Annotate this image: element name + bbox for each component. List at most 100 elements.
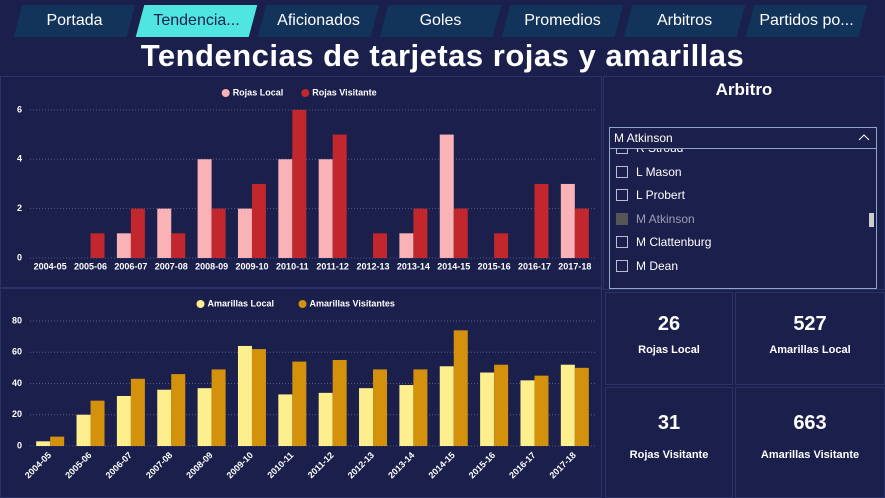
tab-label: Promedios [524, 12, 601, 29]
bar [157, 208, 172, 258]
tab[interactable]: Arbitros [623, 5, 746, 37]
legend-marker [196, 300, 205, 308]
tab[interactable]: Aficionados [257, 5, 380, 37]
x-tick-label: 2010-11 [265, 450, 295, 480]
bar [130, 208, 145, 258]
x-tick-label: 2014-15 [426, 450, 456, 480]
bar [534, 183, 549, 258]
kpi-label: Amarillas Local [769, 344, 851, 357]
bar [237, 345, 252, 446]
y-tick-label: 80 [12, 315, 22, 325]
bar [480, 372, 495, 446]
checkbox[interactable] [616, 259, 628, 272]
bar [130, 378, 145, 446]
bar [399, 385, 414, 446]
kpi-value: 31 [657, 412, 681, 435]
tab-label: Arbitros [656, 12, 713, 29]
bar [560, 364, 575, 446]
slicer-item[interactable]: L Probert [616, 184, 685, 208]
bar [278, 394, 293, 446]
tab-label: Aficionados [277, 12, 360, 29]
legend-marker [301, 89, 310, 97]
slicer-item[interactable]: M Dean [616, 255, 678, 279]
x-tick-label: 2008-09 [195, 261, 228, 271]
legend-marker [221, 89, 230, 97]
bar [292, 109, 307, 258]
checkbox[interactable] [616, 236, 628, 248]
bar [292, 361, 307, 446]
bar [439, 366, 454, 446]
checkbox[interactable] [616, 189, 628, 201]
x-tick-label: 2009-10 [225, 450, 255, 480]
tab[interactable]: Partidos po... [745, 5, 868, 37]
x-tick-label: 2007-08 [155, 261, 188, 271]
bar [116, 233, 131, 258]
bar [332, 134, 347, 258]
slicer-item[interactable]: R Stroud [616, 149, 683, 161]
x-tick-label: 2012-13 [357, 261, 390, 271]
bar [318, 392, 333, 446]
legend-label: Rojas Visitante [312, 87, 376, 97]
x-tick-label: 2005-06 [63, 450, 93, 480]
x-tick-label: 2013-14 [386, 450, 416, 480]
bar [211, 369, 226, 446]
chevron [858, 134, 870, 141]
slicer-item[interactable]: M Clattenburg [616, 231, 711, 255]
y-tick-label: 2 [17, 203, 22, 213]
bar [574, 208, 589, 258]
checkbox[interactable] [616, 212, 628, 225]
kpi-value: 26 [657, 313, 681, 336]
slicer-list: R Stroud L Mason L Probert M Atkinson M Clat… [609, 149, 877, 289]
x-tick-label: 2006-07 [114, 261, 147, 271]
x-tick-label: 2007-08 [144, 450, 174, 480]
bar [413, 369, 428, 446]
x-tick-label: 2015-16 [478, 261, 511, 271]
kpi-card: 31 Rojas Visitante [605, 387, 733, 498]
slicer-item-label: L Probert [636, 188, 685, 202]
bar [251, 349, 266, 446]
kpi-value: 663 [793, 412, 827, 435]
tab[interactable]: Tendencia... [135, 5, 258, 37]
slicer-item-label: M Clattenburg [636, 235, 712, 249]
bar [373, 369, 388, 446]
tab[interactable]: Promedios [501, 5, 624, 37]
x-tick-label: 2008-09 [184, 450, 214, 480]
bar [278, 159, 293, 258]
x-tick-label: 2011-12 [316, 261, 349, 271]
x-tick-label: 2004-05 [34, 261, 67, 271]
legend-label: Amarillas Visitantes [310, 298, 395, 308]
y-tick-label: 20 [12, 409, 22, 419]
y-tick-label: 6 [17, 104, 22, 114]
x-tick-label: 2017-18 [547, 450, 577, 480]
bar [197, 159, 212, 258]
slicer-dropdown[interactable]: M Atkinson [609, 127, 877, 149]
kpi-label: Amarillas Visitante [760, 449, 860, 462]
bar [197, 388, 212, 446]
page-title: Tendencias de tarjetas rojas y amarillas [140, 38, 745, 73]
bar [399, 233, 414, 258]
scrollbar[interactable] [869, 213, 874, 227]
slicer-item[interactable]: L Mason [616, 161, 682, 185]
bar [359, 388, 374, 446]
bar [157, 389, 172, 446]
tab[interactable]: Portada [13, 5, 136, 37]
bar [90, 400, 105, 446]
checkbox[interactable] [616, 149, 628, 154]
bar [453, 330, 468, 446]
slicer-title: Arbitro [715, 80, 773, 99]
x-tick-label: 2015-16 [467, 450, 497, 480]
bar [251, 183, 266, 258]
tab[interactable]: Goles [379, 5, 502, 37]
checkbox[interactable] [616, 165, 628, 178]
slicer-item-label: L Mason [636, 164, 682, 179]
slicer-item-label: R Stroud [636, 149, 683, 155]
x-tick-label: 2017-18 [558, 261, 591, 271]
slicer-item[interactable]: M Atkinson [616, 208, 695, 232]
bar [76, 414, 91, 446]
bar [439, 134, 454, 258]
y-tick-label: 0 [17, 252, 22, 262]
y-tick-label: 60 [12, 347, 22, 357]
bar [560, 183, 575, 258]
legend-label: Rojas Local [233, 87, 284, 97]
bar [453, 208, 468, 258]
